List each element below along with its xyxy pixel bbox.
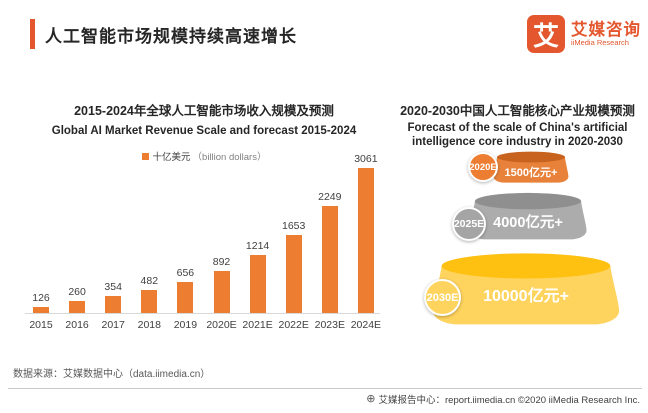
bar-chart-subtitle: Global AI Market Revenue Scale and forec… [51, 125, 357, 137]
funnel-value-label: 10000亿元+ [483, 287, 569, 305]
x-axis-tick-label: 2018 [137, 319, 161, 331]
bar-value-label: 1214 [245, 240, 270, 252]
logo-name-cn: 艾媒咨询 [571, 20, 641, 39]
logo-name-en: iiMedia Research [571, 37, 629, 47]
x-axis-tick-label: 2017 [101, 319, 125, 331]
x-axis-tick-label: 2020E [206, 319, 237, 331]
funnel-value-label: 1500亿元+ [504, 166, 558, 179]
bar-value-label: 260 [68, 286, 86, 298]
funnel-chart-subtitle: Forecast of the scale of China's artific… [407, 122, 628, 148]
bar-value-label: 892 [212, 256, 231, 268]
funnel-year-badge-2020E: 2020E [468, 152, 498, 182]
bar-value-label: 126 [32, 292, 50, 304]
funnel-value-label: 4000亿元+ [493, 215, 563, 232]
funnel-bowl-shape [432, 253, 620, 325]
bar-2023E [321, 206, 338, 313]
page-title: 人工智能市场规模持续高速增长 [45, 27, 297, 46]
globe-icon: ⊕ [366, 392, 376, 405]
logo-text: 艾媒咨询 iiMedia Research [571, 21, 641, 47]
iimedia-logo-icon: 艾 [527, 15, 565, 53]
x-axis-tick-label: 2021E [242, 319, 273, 331]
x-axis-tick-label: 2015 [29, 319, 53, 331]
x-axis-line [25, 313, 380, 314]
funnel-bowl-shape [469, 192, 587, 240]
bar-2015 [33, 307, 49, 313]
bar-value-label: 482 [140, 275, 159, 287]
bar-value-label: 354 [104, 281, 122, 293]
bar-chart-panel: 2015-2024年全球人工智能市场收入规模及预测 Global AI Mark… [25, 100, 381, 348]
legend-label-en: （billion dollars） [192, 152, 267, 163]
report-center-text: 艾媒报告中心：report.iimedia.cn ©2020 iiMedia R… [378, 395, 640, 406]
x-axis-tick-label: 2024E [350, 319, 382, 331]
legend-swatch-icon [141, 152, 149, 160]
bar-chart-plot-area: 126 2015 260 2016 354 2017 482 2018 656 2019 892 20… [25, 100, 381, 331]
bar-value-label: 1653 [282, 220, 306, 232]
bar-2019 [177, 282, 194, 313]
funnel-level-2030E: 10000亿元+ [429, 252, 623, 330]
funnel-chart-title: 2020-2030中国人工智能核心产业规模预测 [400, 104, 635, 118]
bar-value-label: 656 [176, 267, 195, 279]
funnel-bowl-shape [493, 151, 569, 183]
iimedia-logo: 艾 艾媒咨询 iiMedia Research [527, 15, 641, 53]
legend-label: 十亿美元 [152, 152, 191, 163]
footer-divider [8, 388, 642, 389]
bar-value-label: 2249 [318, 191, 342, 203]
bar-2018 [141, 290, 158, 313]
funnel-chart-panel: 2020-2030中国人工智能核心产业规模预测 Forecast of the … [395, 100, 640, 348]
x-axis-tick-label: 2016 [65, 319, 89, 331]
bar-2016 [69, 301, 86, 313]
bar-2024E [357, 168, 374, 313]
bar-2021E [249, 255, 266, 313]
x-axis-tick-label: 2023E [314, 319, 345, 331]
x-axis-tick-label: 2019 [173, 319, 198, 331]
bar-chart-legend: 十亿美元 （billion dollars） [28, 149, 380, 163]
bar-chart-title: 2015-2024年全球人工智能市场收入规模及预测 [74, 104, 334, 118]
bar-2017 [105, 296, 122, 313]
bar-value-label: 3061 [354, 153, 378, 165]
funnel-level-2020E: 1500亿元+ [492, 151, 570, 185]
data-source-note: 数据来源：艾媒数据中心（data.iimedia.cn） [13, 369, 211, 380]
report-center-note: ⊕ 艾媒报告中心：report.iimedia.cn ©2020 iiMedia… [366, 392, 640, 406]
funnel-year-badge-2025E: 2025E [452, 207, 486, 241]
title-accent-bar [30, 19, 35, 49]
bar-2020E [213, 271, 230, 313]
x-axis-tick-label: 2022E [278, 319, 309, 331]
funnel-level-2025E: 4000亿元+ [467, 192, 589, 243]
bar-2022E [285, 235, 302, 313]
funnel-year-badge-2030E: 2030E [424, 279, 461, 316]
